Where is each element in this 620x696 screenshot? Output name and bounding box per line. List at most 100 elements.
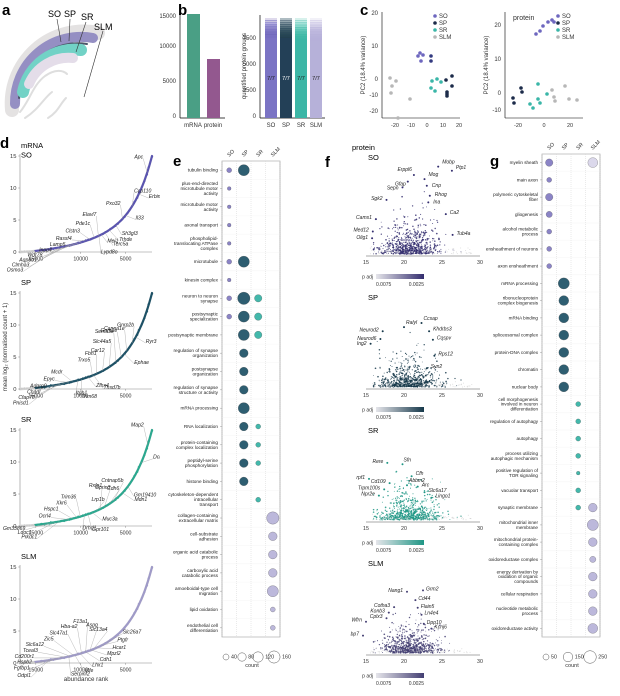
svg-text:Map2: Map2 <box>131 423 144 429</box>
svg-text:Cfh: Cfh <box>416 471 424 477</box>
svg-text:Lypd8o: Lypd8o <box>101 250 118 256</box>
svg-text:fiber: fiber <box>529 197 538 202</box>
svg-text:SR: SR <box>297 123 306 129</box>
svg-text:vacuolar transport: vacuolar transport <box>501 488 538 493</box>
svg-text:abundance rank: abundance rank <box>64 676 109 683</box>
svg-text:complex: complex <box>201 246 219 251</box>
svg-text:-20: -20 <box>369 109 378 115</box>
svg-text:rpf1: rpf1 <box>356 475 365 481</box>
svg-text:15: 15 <box>10 291 16 297</box>
svg-text:10: 10 <box>10 597 16 603</box>
svg-text:SP: SP <box>241 149 251 159</box>
svg-text:PC2 (18.4% variance): PC2 (18.4% variance) <box>484 36 490 95</box>
svg-text:Gm19410: Gm19410 <box>134 492 157 498</box>
svg-text:main axon: main axon <box>517 177 539 182</box>
svg-text:Trpm100s: Trpm100s <box>358 485 381 491</box>
svg-text:Hspc1: Hspc1 <box>44 507 59 513</box>
svg-text:SR: SR <box>368 426 379 435</box>
svg-text:chromatin: chromatin <box>518 367 539 372</box>
svg-text:Ocrl4: Ocrl4 <box>39 514 51 520</box>
svg-text:5000: 5000 <box>120 257 132 263</box>
svg-text:20: 20 <box>401 526 407 532</box>
svg-text:count: count <box>565 663 579 669</box>
svg-text:SO: SO <box>267 123 276 129</box>
svg-text:extracellular matrix: extracellular matrix <box>179 518 219 523</box>
svg-text:phosphorylation: phosphorylation <box>185 463 218 468</box>
svg-text:SLM: SLM <box>590 140 602 151</box>
svg-text:SO: SO <box>562 14 571 20</box>
svg-text:Khdrbs3: Khdrbs3 <box>433 326 452 332</box>
svg-text:p adj: p adj <box>362 275 373 281</box>
svg-text:SP: SP <box>64 9 76 19</box>
svg-text:Thsd7b: Thsd7b <box>104 385 121 391</box>
svg-text:synapse: synapse <box>201 298 219 303</box>
svg-text:5000: 5000 <box>163 79 177 85</box>
svg-text:SLM: SLM <box>270 146 282 158</box>
svg-text:Slc13a4: Slc13a4 <box>89 627 108 633</box>
svg-text:0.0075: 0.0075 <box>376 415 392 421</box>
svg-text:SP: SP <box>21 278 31 287</box>
svg-text:50: 50 <box>551 655 557 661</box>
svg-text:transport: transport <box>200 502 219 507</box>
svg-text:Gm33869: Gm33869 <box>3 526 26 532</box>
svg-text:0: 0 <box>13 387 16 393</box>
svg-text:10000: 10000 <box>160 44 177 50</box>
svg-text:25: 25 <box>439 260 445 266</box>
svg-text:0.0075: 0.0075 <box>376 282 392 288</box>
svg-text:0.0075: 0.0075 <box>376 548 392 554</box>
svg-text:10000: 10000 <box>73 531 88 537</box>
svg-text:0.0025: 0.0025 <box>409 548 425 554</box>
svg-text:Odpl1: Odpl1 <box>17 673 31 679</box>
svg-text:SLM: SLM <box>439 35 451 41</box>
svg-text:gliogenesis: gliogenesis <box>515 212 539 217</box>
svg-text:7/7: 7/7 <box>312 76 320 82</box>
svg-text:5: 5 <box>13 355 16 361</box>
svg-text:Slc47a1: Slc47a1 <box>49 630 68 636</box>
svg-text:SLM: SLM <box>368 559 383 568</box>
svg-text:20: 20 <box>494 23 501 29</box>
svg-text:SP: SP <box>368 293 378 302</box>
svg-text:10000: 10000 <box>73 257 88 263</box>
svg-text:nuclear body: nuclear body <box>512 384 539 389</box>
svg-text:p adj: p adj <box>362 541 373 547</box>
svg-text:-20: -20 <box>514 123 522 129</box>
svg-text:Cd109: Cd109 <box>371 479 386 485</box>
svg-text:Pnisd1: Pnisd1 <box>13 401 29 407</box>
svg-text:TOR signaling: TOR signaling <box>509 473 538 478</box>
svg-text:Mpzl2: Mpzl2 <box>107 651 121 657</box>
svg-text:Trhde: Trhde <box>119 237 132 243</box>
svg-text:tubulin binding: tubulin binding <box>188 168 219 173</box>
svg-text:protein: protein <box>513 15 535 22</box>
svg-text:migration: migration <box>199 591 219 596</box>
svg-text:160: 160 <box>282 655 291 661</box>
svg-text:differentiation: differentiation <box>190 628 218 633</box>
svg-text:Dcl: Dcl <box>153 455 160 461</box>
svg-text:SP: SP <box>439 21 447 27</box>
svg-text:20: 20 <box>567 123 573 129</box>
svg-text:10: 10 <box>10 460 16 466</box>
svg-text:20: 20 <box>371 11 378 17</box>
svg-text:120: 120 <box>265 655 274 661</box>
svg-text:structure or activity: structure or activity <box>179 390 219 395</box>
svg-text:oxidoreductase complex: oxidoreductase complex <box>488 557 538 562</box>
svg-text:Ryr3: Ryr3 <box>146 339 157 345</box>
svg-text:40: 40 <box>231 655 237 661</box>
svg-text:Il33: Il33 <box>135 215 143 221</box>
svg-text:mRNA: mRNA <box>21 141 43 150</box>
svg-text:activity: activity <box>204 207 219 212</box>
svg-text:Rere: Rere <box>372 459 383 465</box>
svg-text:0.0025: 0.0025 <box>409 681 425 687</box>
svg-text:150: 150 <box>575 655 584 661</box>
svg-text:catabolic process: catabolic process <box>182 573 219 578</box>
svg-text:Elavl7: Elavl7 <box>82 212 96 218</box>
svg-text:SO: SO <box>21 151 32 160</box>
svg-text:protein-DNA complex: protein-DNA complex <box>495 350 539 355</box>
svg-text:Muc3a: Muc3a <box>102 517 117 523</box>
svg-text:5: 5 <box>13 629 16 635</box>
svg-text:10: 10 <box>10 323 16 329</box>
svg-text:5000: 5000 <box>120 531 132 537</box>
svg-text:Lingo1: Lingo1 <box>435 494 450 500</box>
svg-text:0: 0 <box>542 123 545 129</box>
svg-text:Lhx1: Lhx1 <box>92 663 103 669</box>
svg-text:complex biogenesis: complex biogenesis <box>498 301 539 306</box>
